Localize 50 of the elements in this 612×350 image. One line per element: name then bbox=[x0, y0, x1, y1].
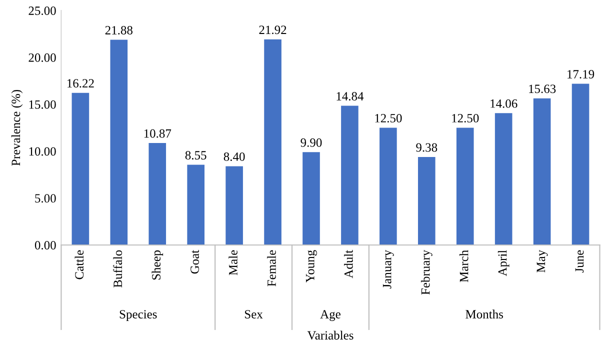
bar bbox=[72, 92, 90, 245]
data-label: 21.88 bbox=[105, 26, 132, 35]
y-tick-label: 15.00 bbox=[29, 100, 56, 109]
y-axis-title: Prevalence (%) bbox=[11, 90, 23, 166]
data-label: 17.19 bbox=[568, 70, 594, 78]
y-tick-label: 5.00 bbox=[35, 194, 56, 203]
x-tick-label: February bbox=[420, 250, 432, 295]
x-axis-title: Species bbox=[120, 310, 157, 322]
y-tick-label: 10.00 bbox=[29, 147, 56, 156]
data-label: 8.55 bbox=[185, 151, 206, 160]
x-tick-label: Sheep bbox=[152, 250, 164, 280]
x-tick-label: March bbox=[459, 250, 468, 282]
x-tick-label: May bbox=[536, 250, 548, 272]
data-label: 14.06 bbox=[490, 99, 518, 108]
x-tick-label: Cattle bbox=[74, 250, 84, 280]
bar bbox=[148, 143, 166, 245]
x-axis-title: Age bbox=[320, 310, 340, 322]
data-label: 10.87 bbox=[144, 129, 172, 138]
data-label: 9.38 bbox=[416, 143, 438, 152]
x-tick-label: Goat bbox=[190, 250, 199, 274]
y-tick-label: 25.00 bbox=[28, 6, 56, 16]
data-label: 12.50 bbox=[375, 114, 402, 122]
y-tick-label: 20.00 bbox=[28, 53, 56, 62]
data-label: 16.22 bbox=[67, 79, 94, 88]
bar bbox=[494, 113, 512, 245]
bar bbox=[456, 128, 474, 245]
text: Variables bbox=[307, 330, 354, 340]
data-label: 21.92 bbox=[259, 26, 286, 34]
x-tick-label: January bbox=[382, 250, 394, 288]
x-tick-label: Adult bbox=[344, 250, 353, 278]
data-label: 9.90 bbox=[300, 138, 322, 147]
data-label: 8.40 bbox=[224, 152, 245, 161]
bar bbox=[380, 128, 397, 245]
x-tick-label: Female bbox=[267, 250, 276, 286]
data-label: 12.50 bbox=[452, 114, 479, 122]
x-tick-label: Buffalo bbox=[113, 250, 122, 288]
x-tick-label: Male bbox=[228, 250, 238, 276]
bar bbox=[110, 40, 128, 245]
bar bbox=[572, 84, 590, 245]
bar bbox=[418, 157, 436, 245]
bar bbox=[533, 98, 551, 245]
x-tick-label: June bbox=[575, 250, 584, 273]
x-axis-title: Sex bbox=[245, 310, 263, 318]
data-label: 15.63 bbox=[529, 84, 556, 94]
x-tick-label: April bbox=[498, 250, 510, 276]
x-axis-title: Months bbox=[466, 310, 503, 318]
bar bbox=[187, 164, 204, 245]
y-tick-label: 0.00 bbox=[34, 241, 56, 250]
x-tick-label: Young bbox=[306, 250, 317, 282]
data-label: 14.84 bbox=[336, 92, 364, 101]
